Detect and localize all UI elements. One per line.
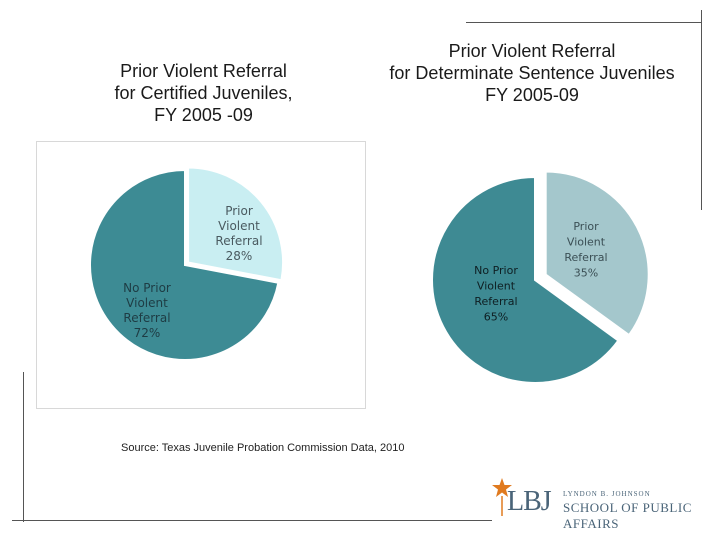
title-line: for Determinate Sentence Juveniles xyxy=(389,63,675,83)
bottom-rule xyxy=(12,520,492,521)
pie-label-line: Referral xyxy=(474,295,517,308)
pie-label-line: Prior xyxy=(225,204,253,218)
pie-label-line: Referral xyxy=(564,251,607,264)
pie-label-line: Referral xyxy=(215,234,262,248)
logo-school-name: SCHOOL OF PUBLIC AFFAIRS xyxy=(563,500,692,531)
pie-label-line: 72% xyxy=(134,326,161,340)
pie-label-line: Referral xyxy=(123,311,170,325)
pie-label-prior: Prior Violent Referral 28% xyxy=(215,204,262,263)
pie-slice-no-prior xyxy=(89,168,280,361)
pie-label-line: 28% xyxy=(226,249,253,263)
pie-slice-prior xyxy=(544,170,650,337)
title-line: Prior Violent Referral xyxy=(120,61,287,81)
pie-label-line: Violent xyxy=(567,236,606,249)
logo-mark: LBJ xyxy=(507,486,552,517)
top-rule xyxy=(466,22,702,23)
title-line: Prior Violent Referral xyxy=(448,41,616,61)
chart-title-certified: Prior Violent Referral for Certified Juv… xyxy=(96,60,311,126)
pie-slice-no-prior xyxy=(431,175,620,384)
title-line: FY 2005 -09 xyxy=(154,105,253,125)
pie-label-prior: Prior Violent Referral 35% xyxy=(564,220,607,280)
pie-label-line: Violent xyxy=(218,219,260,233)
pie-label-line: No Prior xyxy=(474,264,518,277)
pie-label-line: Violent xyxy=(477,280,516,293)
logo-top-line: LYNDON B. JOHNSON xyxy=(563,490,651,498)
source-note: Source: Texas Juvenile Probation Commiss… xyxy=(121,442,405,454)
left-rule xyxy=(23,372,24,522)
pie-label-no-prior: No Prior Violent Referral 72% xyxy=(123,281,171,340)
pie-label-line: No Prior xyxy=(123,281,171,295)
title-line: for Certified Juveniles, xyxy=(114,83,293,103)
title-line: FY 2005-09 xyxy=(485,85,579,105)
lbj-logo: LBJ LYNDON B. JOHNSON SCHOOL OF PUBLIC A… xyxy=(492,476,714,531)
pie-label-line: 35% xyxy=(574,267,598,280)
chart-title-determinate: Prior Violent Referral for Determinate S… xyxy=(362,40,702,106)
pie-label-line: 65% xyxy=(484,311,508,324)
pie-label-line: Violent xyxy=(126,296,168,310)
star-icon xyxy=(492,478,512,516)
pie-label-no-prior: No Prior Violent Referral 65% xyxy=(474,264,518,324)
pie-slice-prior xyxy=(187,166,285,282)
right-rule xyxy=(701,10,702,210)
pie-label-line: Prior xyxy=(573,220,599,233)
